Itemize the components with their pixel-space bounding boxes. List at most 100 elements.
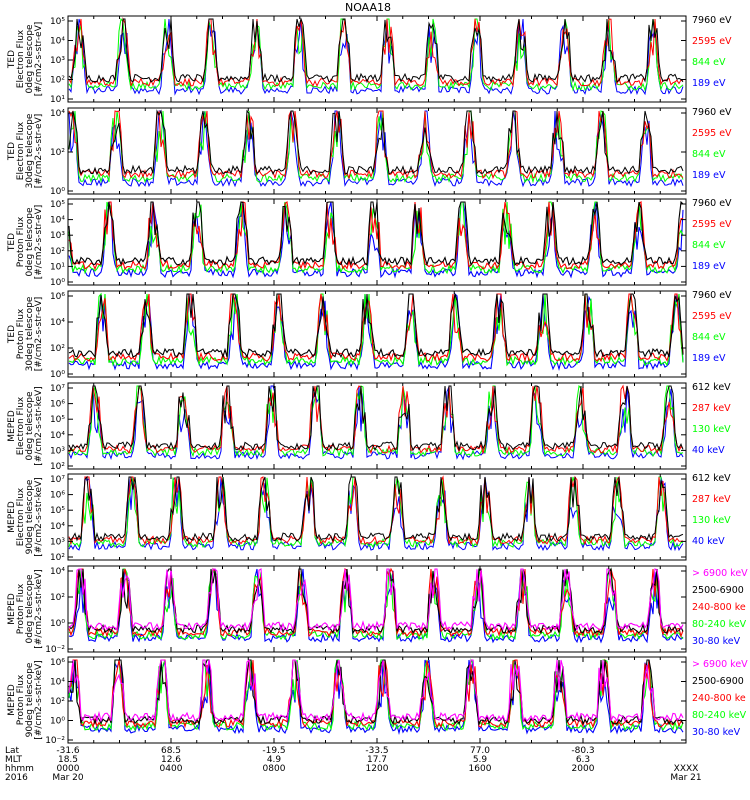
x-tick-label: XXXX [674, 764, 699, 774]
series-612-kev-line [68, 475, 684, 543]
x-tick-label: -19.5 [262, 746, 285, 756]
x-tick-label: 0000 [57, 764, 80, 774]
y-tick-label: 10⁴ [50, 567, 65, 577]
legend-entry: 7960 eV [692, 15, 732, 26]
series-7960-ev-line [68, 17, 684, 84]
legend-entry: 30-80 keV [692, 636, 741, 647]
legend-entry: 2500-6900 [692, 676, 744, 687]
legend-entry: 189 eV [692, 353, 726, 364]
ylabel-line: [#/cm2-s-str-eV] [34, 22, 44, 97]
ylabel-line: [#/cm2-s-str-eV] [34, 205, 44, 280]
x-tick-label: 1600 [469, 764, 492, 774]
legend-entry: 240-800 ke [692, 693, 746, 704]
legend-entry: 130 keV [692, 515, 731, 526]
legend-entry: 40 keV [692, 536, 725, 547]
legend-entry: 2500-6900 [692, 585, 744, 596]
x-tick-label: 0800 [263, 764, 286, 774]
y-tick-label: 10⁴ [50, 216, 65, 226]
y-tick-label: 10⁻² [45, 736, 65, 746]
panel-8-ylabel: MEPEDProton Flux90deg telescope[#/cm2-s-… [7, 660, 44, 739]
ylabel-line: 0deg telescope [25, 391, 35, 461]
legend-entry: 844 eV [692, 57, 726, 68]
y-tick-label: 10⁴ [50, 37, 65, 47]
panel-3-traces [68, 200, 684, 279]
panel-7: 10⁻² 10⁰ 10² 10⁴ MEPEDProton Flux0deg telesc… [7, 565, 748, 655]
legend-entry: 844 eV [692, 149, 726, 160]
legend-entry: 189 eV [692, 261, 726, 272]
y-tick-label: 10² [50, 593, 65, 603]
x-tick-label: 68.5 [161, 746, 181, 756]
ylabel-line: MEPED [7, 593, 17, 625]
legend-entry: 189 eV [692, 170, 726, 181]
panel-1-ylabel: TEDElectron Flux0deg telescope[#/cm2-s-s… [7, 22, 44, 97]
ylabel-line: [#/cm2-s-str-eV] [34, 297, 44, 372]
y-tick-label: 10⁶ [50, 658, 65, 668]
y-tick-label: 10⁴ [50, 522, 65, 532]
y-tick-label: 10⁴ [50, 678, 65, 688]
x-row-label: 2016 [5, 773, 28, 783]
ylabel-line: TED [7, 325, 17, 344]
legend-entry: 80-240 keV [692, 710, 747, 721]
panel-3: 10⁰ 10¹ 10² 10³ 10⁴ 10⁵ TEDProton Flux0deg tel… [7, 198, 732, 288]
panel-7-ylabel: MEPEDProton Flux0deg telescope[#/cm2-s-s… [7, 569, 44, 648]
series-2500-6900-line [68, 567, 684, 635]
x-row-label: hhmm [5, 764, 34, 774]
panel-6-traces [68, 475, 684, 552]
legend-entry: 130 keV [692, 424, 731, 435]
x-row-label: Lat [5, 746, 20, 756]
ylabel-line: Proton Flux [16, 308, 26, 359]
ylabel-line: 0deg telescope [25, 24, 35, 94]
ylabel-line: Proton Flux [16, 216, 26, 267]
x-tick-label: 6.3 [576, 755, 590, 765]
legend-entry: 30-80 keV [692, 727, 741, 738]
panel-4-traces [68, 292, 684, 371]
legend-entry: > 6900 keV [692, 659, 748, 670]
y-tick-label: 10⁵ [50, 17, 65, 27]
y-tick-label: 10⁶ [50, 292, 65, 302]
y-tick-label: 10³ [50, 56, 65, 66]
panel-2-ylabel: TEDElectron Flux30deg telescope[#/cm2-s-… [7, 113, 44, 188]
panel-6-ylabel: MEPEDElectron Flux90deg telescope[#/cm2-… [7, 477, 44, 556]
ylabel-line: [#/cm2-s-str-keV] [34, 569, 44, 648]
legend-entry: > 6900 keV [692, 568, 748, 579]
legend-entry: 287 keV [692, 403, 731, 414]
ylabel-line: 0deg telescope [25, 207, 35, 277]
x-tick-label: Mar 20 [52, 773, 84, 783]
panel-6: 10² 10³ 10⁴ 10⁵ 10⁶ 10⁷ MEPEDElectron Flux90de… [7, 473, 731, 563]
panel-4: 10⁰ 10² 10⁴ 10⁶ TEDProton Flux30deg telescop… [7, 290, 732, 380]
y-tick-label: 10³ [50, 537, 65, 547]
x-tick-label: 0400 [160, 764, 183, 774]
legend-entry: 80-240 keV [692, 619, 747, 630]
series--6900-kev-line [68, 568, 684, 632]
x-tick-label: 17.7 [367, 755, 387, 765]
panel-5-frame [67, 382, 687, 470]
x-tick-label: 12.6 [161, 755, 181, 765]
y-tick-label: 10⁰ [50, 717, 65, 727]
ylabel-line: MEPED [7, 684, 17, 716]
ylabel-line: TED [7, 233, 17, 252]
ylabel-line: 90deg telescope [25, 479, 35, 554]
x-tick-label: 77.0 [470, 746, 490, 756]
y-tick-label: 10⁷ [50, 384, 65, 394]
panel-2: 10⁰ 10² 10⁴ TEDElectron Flux30deg telescope… [7, 107, 732, 197]
ylabel-line: 0deg telescope [25, 574, 35, 644]
x-tick-label: 18.5 [58, 755, 78, 765]
x-tick-label: 5.9 [473, 755, 488, 765]
y-tick-label: 10⁻² [45, 645, 65, 655]
y-tick-label: 10² [50, 148, 65, 158]
ylabel-line: Electron Flux [16, 396, 26, 455]
panel-8: 10⁻² 10⁰ 10² 10⁴ 10⁶ MEPEDProton Flux90deg te… [7, 656, 748, 746]
y-tick-label: 10⁰ [50, 187, 65, 197]
series-189-ev-line [68, 110, 684, 188]
ylabel-line: Proton Flux [16, 583, 26, 634]
x-tick-label: -33.5 [365, 746, 388, 756]
x-tick-label: Mar 21 [670, 773, 701, 783]
series-189-ev-line [68, 201, 684, 279]
y-tick-label: 10¹ [50, 262, 65, 272]
y-tick-label: 10³ [50, 231, 65, 241]
ylabel-line: TED [7, 142, 17, 161]
series-80-240-kev-line [68, 567, 684, 642]
y-tick-label: 10² [50, 697, 65, 707]
legend-entry: 2595 eV [692, 128, 732, 139]
